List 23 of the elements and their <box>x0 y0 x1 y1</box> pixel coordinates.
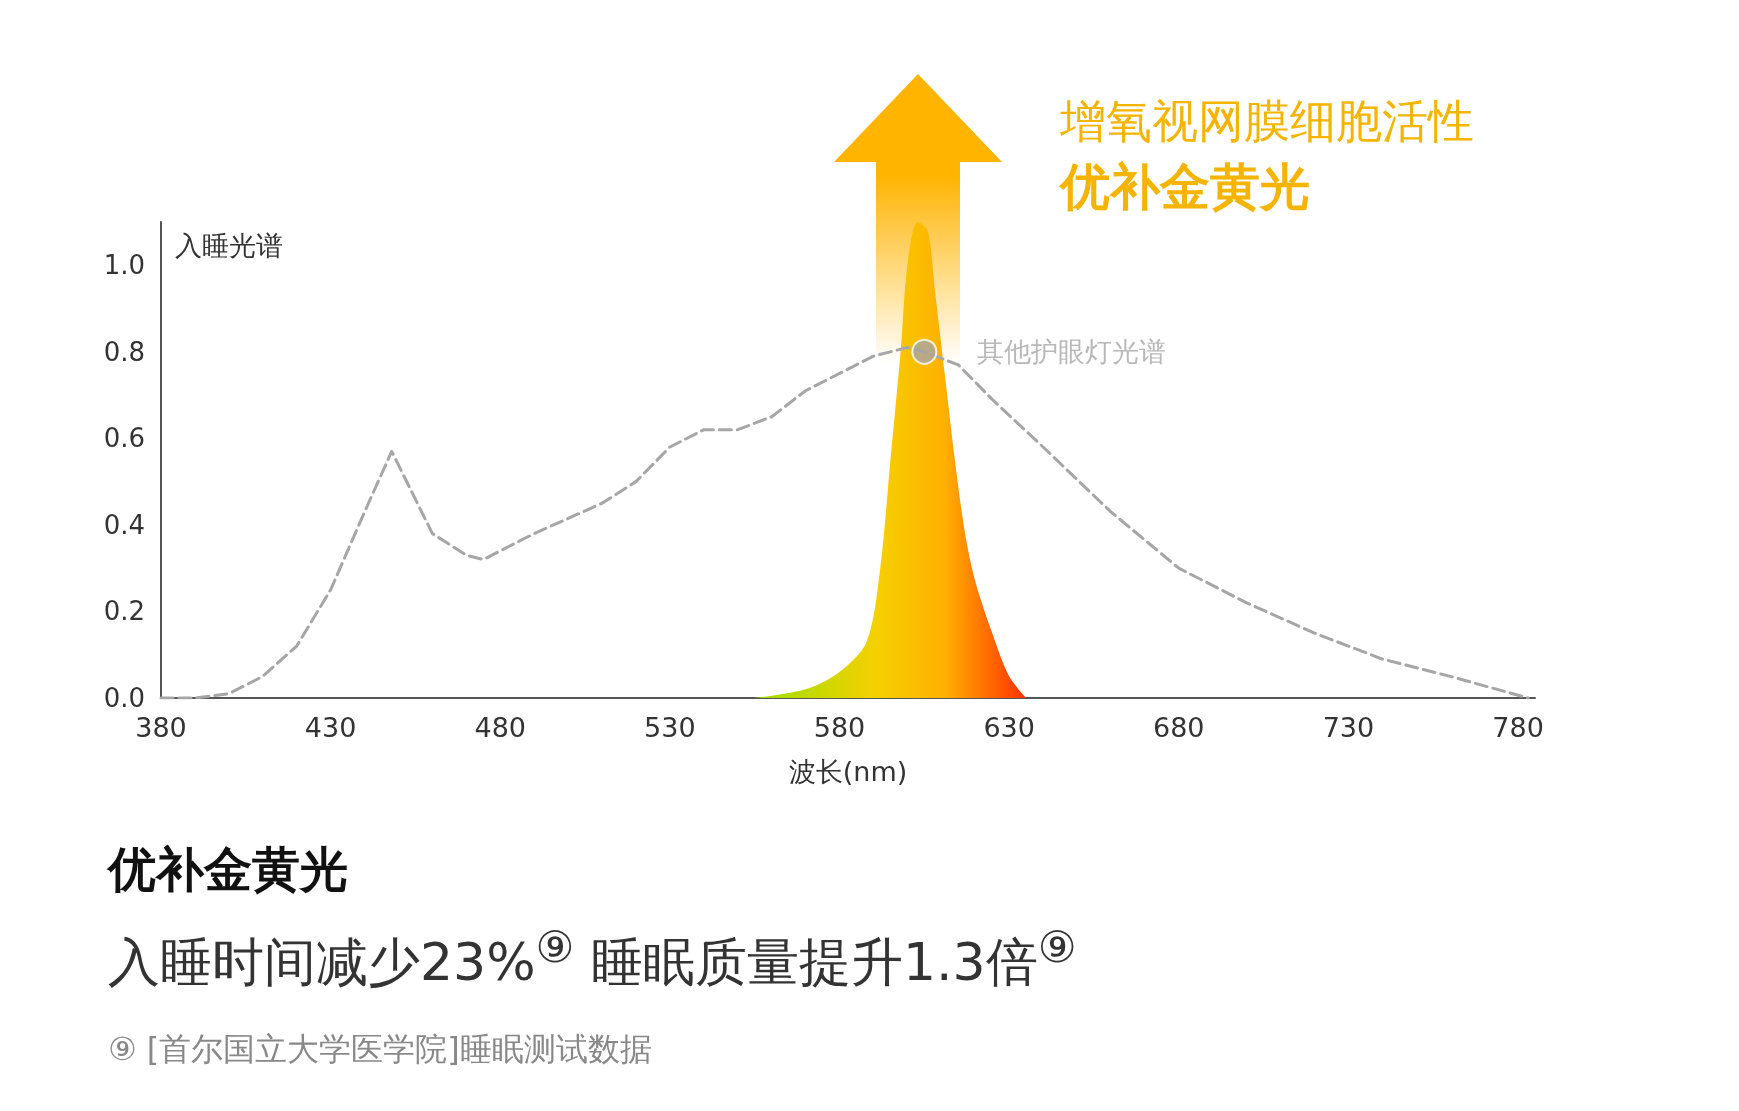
y-tick-label: 0.6 <box>103 423 145 454</box>
x-tick-label: 530 <box>644 712 696 743</box>
y-tick-label: 1.0 <box>103 250 145 281</box>
text: ⑨ [首尔国立大学医学院]睡眠测试数据 <box>108 1029 653 1071</box>
x-axis-title: 波长(nm) <box>788 756 908 787</box>
y-tick-label: 0.2 <box>103 596 145 627</box>
chart-title: 增氧视网膜细胞活性 <box>1059 94 1474 148</box>
x-tick-label: 580 <box>813 712 866 743</box>
x-tick-label: 680 <box>1153 712 1205 743</box>
x-tick-label: 480 <box>474 712 527 743</box>
y-axis-title: 入睡光谱 <box>175 230 283 261</box>
y-tick-label: 0.8 <box>103 336 145 367</box>
text: 入睡时间减少23%$^{⑨}$ 睡眠质量提升1.3倍$^{⑨}$ <box>108 922 1077 995</box>
y-tick-label: 0.0 <box>103 683 145 713</box>
x-tick-label: 780 <box>1492 712 1544 743</box>
x-tick-label: 630 <box>983 712 1035 743</box>
annotation: 其他护眼灯光谱 <box>977 336 1167 368</box>
chart-subtitle: 优补金黄光 <box>1058 158 1310 216</box>
text: 优补金黄光 <box>108 840 349 899</box>
x-tick-label: 730 <box>1322 712 1375 743</box>
x-tick-label: 430 <box>304 712 357 743</box>
x-tick-label: 380 <box>135 712 187 743</box>
y-tick-label: 0.4 <box>103 509 145 540</box>
